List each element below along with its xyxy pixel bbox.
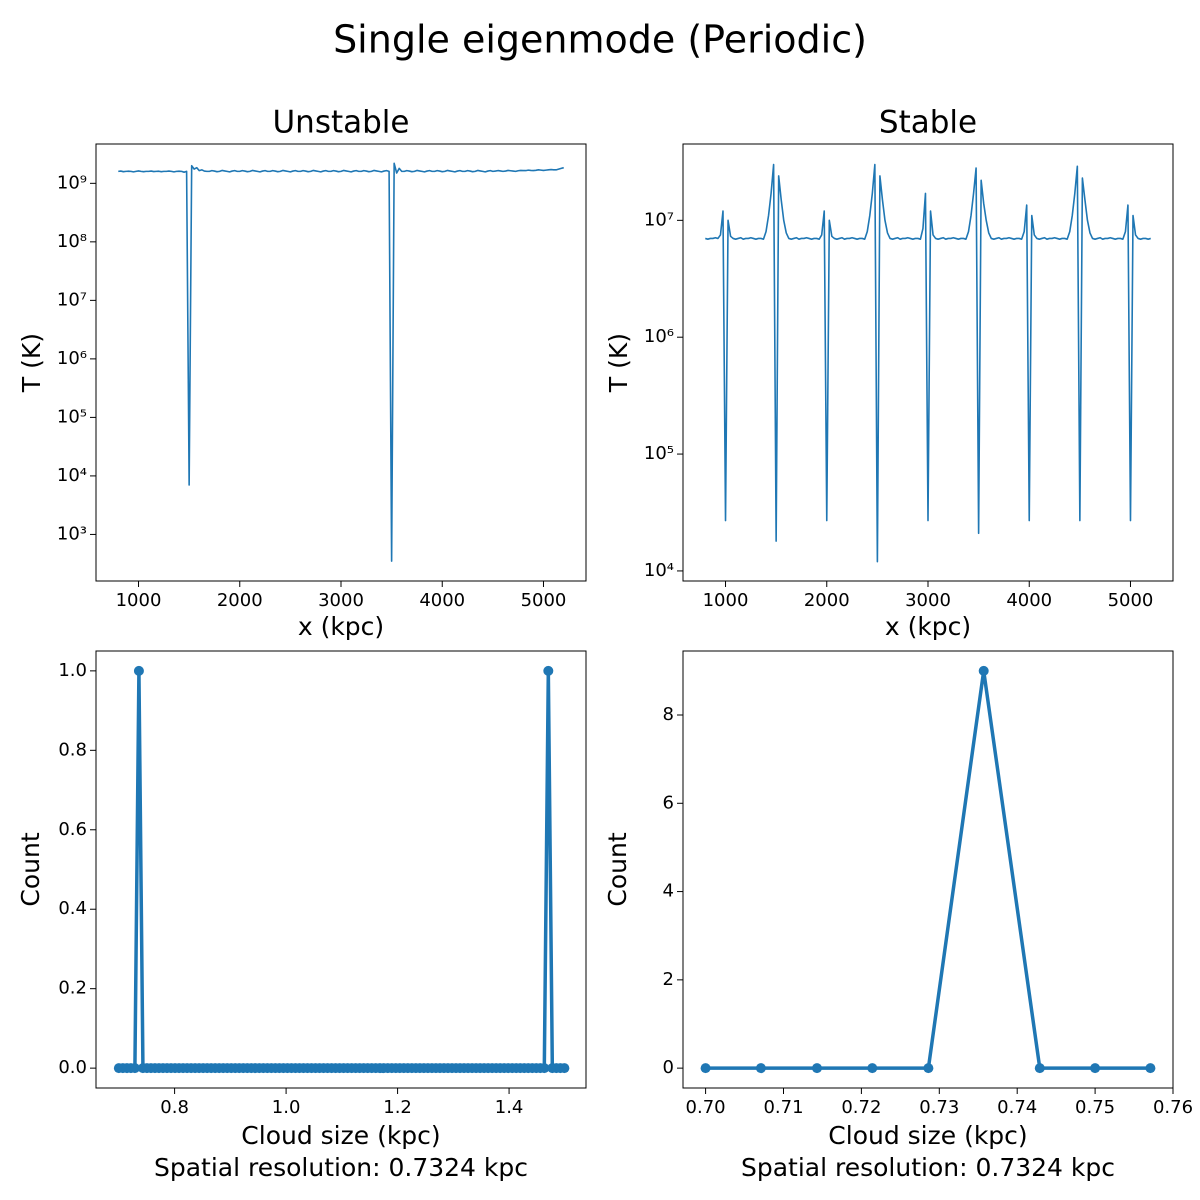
y-tick-label: 10⁴	[57, 465, 87, 486]
y-axis-label: T (K)	[17, 333, 46, 393]
x-tick-label: 4000	[1006, 590, 1052, 611]
y-tick-label: 2	[663, 969, 674, 990]
x-tick-label: 0.74	[997, 1097, 1037, 1118]
y-tick-label: 4	[663, 881, 674, 902]
y-tick-label: 1.0	[58, 660, 87, 681]
x-tick-label: 0.72	[841, 1097, 881, 1118]
x-tick-label: 1.2	[383, 1097, 412, 1118]
x-axis-label: Cloud size (kpc)	[241, 1121, 440, 1150]
y-tick-label: 10⁶	[644, 326, 674, 347]
y-tick-label: 0.6	[58, 819, 87, 840]
x-axis-label: x (kpc)	[885, 612, 971, 641]
data-point	[700, 1063, 711, 1074]
x-tick-label: 5000	[1108, 590, 1154, 611]
data-point	[1145, 1063, 1156, 1074]
y-tick-label: 10⁵	[644, 443, 674, 464]
axes-frame	[95, 650, 587, 1089]
x-tick-label: 5000	[521, 590, 567, 611]
y-axis-label: Count	[603, 832, 632, 906]
y-tick-label: 0.8	[58, 739, 87, 760]
x-tick-label: 1.4	[495, 1097, 524, 1118]
y-tick-label: 6	[663, 792, 674, 813]
y-tick-label: 0.2	[58, 978, 87, 999]
x-tick-label: 3000	[318, 590, 364, 611]
data-point	[543, 665, 554, 676]
x-tick-label: 0.75	[1075, 1097, 1115, 1118]
y-tick-label: 10⁵	[57, 406, 87, 427]
y-tick-label: 8	[663, 704, 674, 725]
data-point	[923, 1063, 934, 1074]
data-point	[755, 1063, 766, 1074]
data-line	[705, 163, 1151, 563]
axes-title: Stable	[879, 105, 977, 141]
x-tick-label: 0.70	[686, 1097, 726, 1118]
y-axis-label: Count	[16, 832, 45, 906]
x-axis-label: Spatial resolution: 0.7324 kpc	[154, 1153, 528, 1182]
data-point	[811, 1063, 822, 1074]
x-tick-label: 1000	[116, 590, 162, 611]
x-tick-label: 2000	[804, 590, 850, 611]
y-tick-label: 10⁹	[57, 172, 87, 193]
data-point	[1034, 1063, 1045, 1074]
axes-frame	[682, 650, 1174, 1089]
x-axis-label: x (kpc)	[298, 612, 384, 641]
y-tick-label: 10⁷	[57, 289, 87, 310]
data-point	[978, 665, 989, 676]
figure-title: Single eigenmode (Periodic)	[333, 18, 867, 62]
x-tick-label: 0.73	[919, 1097, 959, 1118]
x-tick-label: 0.8	[160, 1097, 189, 1118]
data-point	[867, 1063, 878, 1074]
data-point	[129, 1063, 140, 1074]
y-tick-label: 0.4	[58, 898, 87, 919]
data-point	[1090, 1063, 1101, 1074]
y-tick-label: 10⁸	[57, 231, 87, 252]
x-tick-label: 0.76	[1153, 1097, 1193, 1118]
y-tick-label: 0.0	[58, 1057, 87, 1078]
y-tick-label: 0	[663, 1057, 674, 1078]
x-tick-label: 1000	[703, 590, 749, 611]
axes-title: Unstable	[272, 105, 409, 141]
x-axis-label: Cloud size (kpc)	[828, 1121, 1027, 1150]
y-tick-label: 10⁷	[644, 209, 674, 230]
x-tick-label: 2000	[217, 590, 263, 611]
data-point	[539, 1063, 550, 1074]
y-axis-label: T (K)	[604, 333, 633, 393]
x-tick-label: 0.71	[763, 1097, 803, 1118]
data-point	[133, 665, 144, 676]
x-tick-label: 3000	[905, 590, 951, 611]
y-tick-label: 10⁴	[644, 560, 674, 581]
y-tick-label: 10³	[57, 523, 87, 544]
data-line	[118, 162, 564, 562]
x-axis-label: Spatial resolution: 0.7324 kpc	[741, 1153, 1115, 1182]
data-point	[559, 1063, 570, 1074]
y-tick-label: 10⁶	[57, 348, 87, 369]
x-tick-label: 4000	[419, 590, 465, 611]
x-tick-label: 1.0	[272, 1097, 301, 1118]
